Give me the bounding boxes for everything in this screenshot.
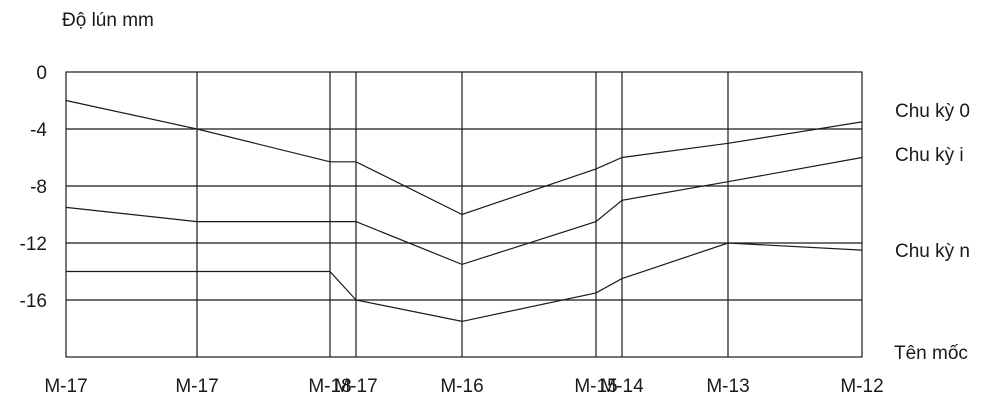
x-tick-label: M-13 [706,376,749,397]
x-tick-label: M-14 [600,376,644,397]
series-label: Chu kỳ 0 [895,101,970,122]
grid [65,71,863,358]
x-tick-labels: M-17 M-17 M-18M-17 M-16 M-15M-14 M-13 M-12 [44,376,883,397]
y-tick-labels: 0 -4 -8 -12 -16 [20,63,48,312]
x-tick-label: M-12 [840,376,883,397]
series-group [65,99,863,323]
y-tick-label: 0 [36,63,47,84]
x-tick-label: M-17 [334,376,377,397]
x-axis-label: Tên mốc [894,343,968,364]
y-axis-label: Độ lún mm [62,10,154,31]
x-tick-label: M-17 [44,376,87,397]
x-tick-label: M-16 [440,376,483,397]
x-tick-label: M-15 [574,376,617,397]
series-labels: Chu kỳ 0 Chu kỳ i Chu kỳ n [895,101,970,262]
x-tick-label: M-17 [175,376,218,397]
y-tick-label: -8 [30,177,47,198]
y-tick-label: -16 [20,291,47,312]
y-tick-label: -12 [20,234,47,255]
series-label: Chu kỳ n [895,241,970,262]
series-line-3 [66,242,863,323]
series-line-2 [65,156,863,266]
x-tick-label: M-18 [308,376,351,397]
plot-frame [65,71,863,358]
series-label: Chu kỳ i [895,145,964,166]
y-tick-label: -4 [30,120,47,141]
series-line-1 [65,99,863,216]
